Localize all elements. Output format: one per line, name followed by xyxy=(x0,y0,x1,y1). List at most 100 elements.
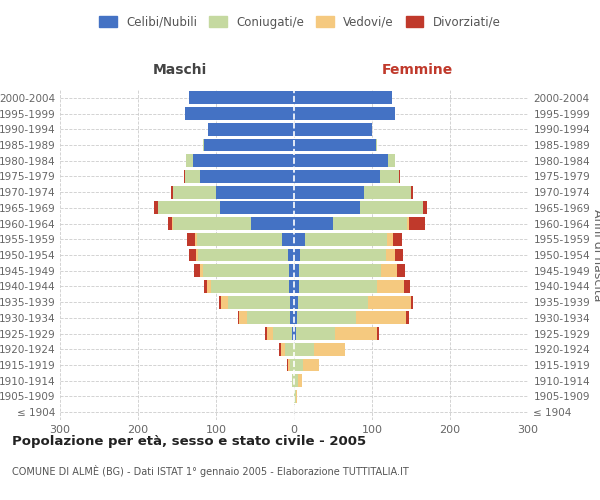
Bar xyxy=(298,296,368,308)
Bar xyxy=(294,248,300,262)
Bar xyxy=(283,233,294,245)
Bar xyxy=(382,264,397,277)
Bar xyxy=(290,358,294,372)
Bar xyxy=(294,296,298,308)
Bar xyxy=(335,327,377,340)
Bar xyxy=(377,327,379,340)
Bar xyxy=(294,202,360,214)
Bar xyxy=(294,186,364,198)
Bar xyxy=(185,107,294,120)
Bar xyxy=(294,390,296,403)
Bar xyxy=(305,233,387,245)
Bar xyxy=(364,186,411,198)
Bar xyxy=(300,248,386,262)
Bar xyxy=(187,154,193,167)
Bar xyxy=(203,138,204,151)
Bar xyxy=(157,202,220,214)
Text: Maschi: Maschi xyxy=(153,64,207,78)
Bar xyxy=(294,123,372,136)
Bar xyxy=(404,280,410,293)
Bar xyxy=(406,312,409,324)
Bar xyxy=(287,358,288,372)
Bar xyxy=(265,327,266,340)
Text: Anni di nascita: Anni di nascita xyxy=(590,209,600,301)
Bar xyxy=(294,358,304,372)
Bar xyxy=(193,154,294,167)
Bar xyxy=(219,296,221,308)
Bar xyxy=(294,264,299,277)
Bar xyxy=(184,170,185,183)
Bar xyxy=(376,138,377,151)
Bar xyxy=(208,280,211,293)
Bar xyxy=(411,186,413,198)
Bar xyxy=(200,170,294,183)
Bar xyxy=(294,138,376,151)
Bar xyxy=(188,92,294,104)
Bar xyxy=(294,280,299,293)
Bar xyxy=(395,248,403,262)
Bar xyxy=(387,233,393,245)
Bar xyxy=(299,264,382,277)
Bar xyxy=(294,107,395,120)
Bar xyxy=(187,233,195,245)
Bar xyxy=(266,327,273,340)
Bar xyxy=(173,186,216,198)
Bar xyxy=(294,92,392,104)
Bar xyxy=(279,343,281,355)
Bar xyxy=(294,374,298,387)
Bar xyxy=(424,202,427,214)
Bar xyxy=(356,312,406,324)
Bar xyxy=(386,248,395,262)
Bar xyxy=(169,217,172,230)
Bar xyxy=(239,312,247,324)
Bar xyxy=(344,343,346,355)
Bar xyxy=(288,248,294,262)
Bar xyxy=(228,296,290,308)
Bar xyxy=(289,280,294,293)
Bar xyxy=(247,312,290,324)
Bar xyxy=(173,217,251,230)
Bar xyxy=(154,202,157,214)
Bar xyxy=(294,154,388,167)
Text: COMUNE DI ALMÈ (BG) - Dati ISTAT 1° gennaio 2005 - Elaborazione TUTTITALIA.IT: COMUNE DI ALMÈ (BG) - Dati ISTAT 1° genn… xyxy=(12,465,409,477)
Bar xyxy=(195,233,197,245)
Legend: Celibi/Nubili, Coniugati/e, Vedovi/e, Divorziati/e: Celibi/Nubili, Coniugati/e, Vedovi/e, Di… xyxy=(95,11,505,34)
Bar xyxy=(380,170,400,183)
Bar xyxy=(409,217,425,230)
Bar xyxy=(297,312,356,324)
Bar xyxy=(368,296,411,308)
Bar xyxy=(211,280,289,293)
Bar xyxy=(294,170,380,183)
Bar xyxy=(198,248,288,262)
Bar xyxy=(171,186,173,198)
Bar xyxy=(289,264,294,277)
Bar xyxy=(294,233,305,245)
Text: Popolazione per età, sesso e stato civile - 2005: Popolazione per età, sesso e stato civil… xyxy=(12,435,366,448)
Bar xyxy=(298,374,302,387)
Bar xyxy=(294,343,314,355)
Bar xyxy=(251,217,294,230)
Bar xyxy=(221,296,228,308)
Bar xyxy=(208,123,294,136)
Bar xyxy=(423,202,424,214)
Bar xyxy=(407,217,409,230)
Bar xyxy=(220,202,294,214)
Bar xyxy=(377,280,404,293)
Bar xyxy=(203,280,208,293)
Bar xyxy=(200,264,203,277)
Bar xyxy=(294,327,296,340)
Bar xyxy=(197,233,283,245)
Bar xyxy=(203,264,289,277)
Bar xyxy=(388,154,395,167)
Bar xyxy=(216,186,294,198)
Bar xyxy=(288,358,290,372)
Bar xyxy=(204,138,294,151)
Bar xyxy=(411,296,413,308)
Bar xyxy=(296,327,335,340)
Bar xyxy=(196,248,198,262)
Bar xyxy=(194,264,200,277)
Bar xyxy=(314,343,344,355)
Bar xyxy=(296,390,297,403)
Bar xyxy=(284,343,294,355)
Bar xyxy=(333,217,407,230)
